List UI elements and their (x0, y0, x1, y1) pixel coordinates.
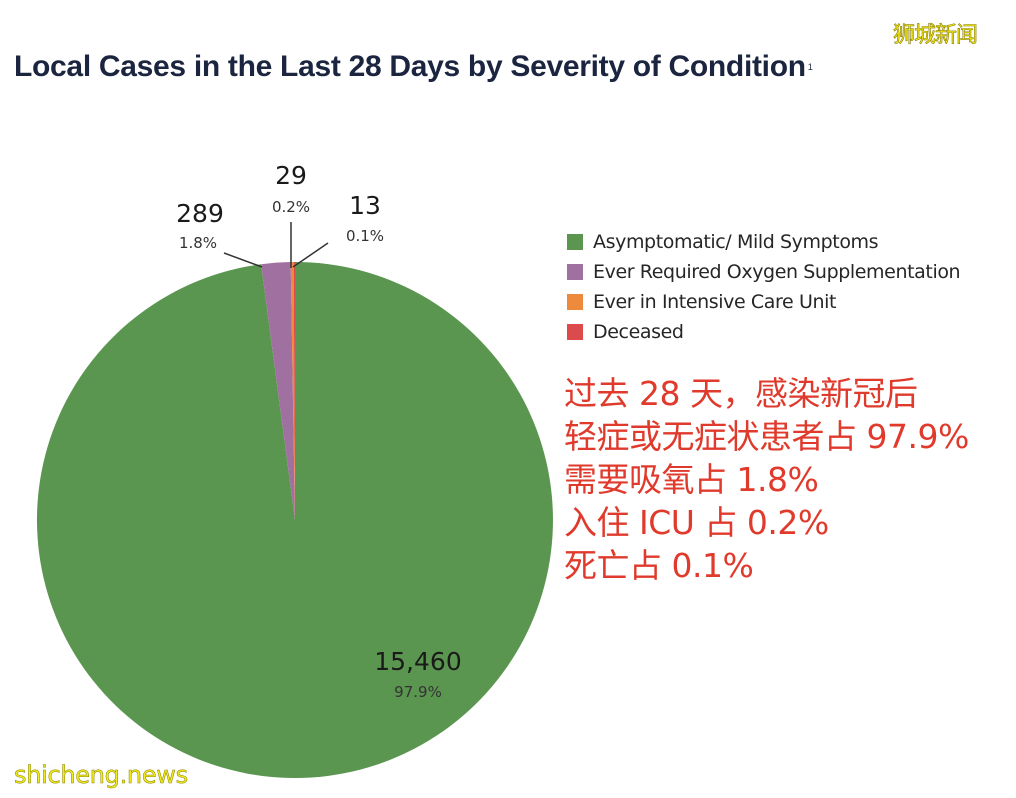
label-oxygen-count: 289 (176, 199, 224, 228)
slice-icu (290, 262, 295, 520)
legend-swatch-green (567, 234, 583, 250)
annotation-line: 入住 ICU 占 0.2% (564, 503, 829, 542)
annotation-line: 过去 28 天，感染新冠后 (564, 374, 918, 413)
label-icu-count: 29 (275, 161, 307, 190)
chart-title: Local Cases in the Last 28 Days by Sever… (14, 50, 813, 84)
chart-legend: Asymptomatic/ Mild Symptoms Ever Require… (567, 227, 961, 347)
annotation-line: 轻症或无症状患者占 97.9% (564, 417, 969, 456)
label-asymptomatic-count: 15,460 (374, 647, 461, 676)
slice-asymptomatic (36, 262, 553, 778)
annotation-line: 死亡占 0.1% (564, 546, 754, 585)
legend-item-asymptomatic: Asymptomatic/ Mild Symptoms (567, 227, 960, 257)
annotation-line: 需要吸氧占 1.8% (564, 460, 819, 499)
chart-title-text: Local Cases in the Last 28 Days by Sever… (14, 50, 806, 83)
leader-line-oxygen (223, 252, 263, 268)
title-footnote: 1 (807, 62, 813, 72)
label-deceased-pct: 0.1% (346, 227, 384, 245)
legend-swatch-red (567, 324, 583, 340)
legend-label: Asymptomatic/ Mild Symptoms (593, 231, 879, 253)
slice-deceased (293, 261, 295, 520)
legend-label: Ever in Intensive Care Unit (593, 291, 837, 313)
watermark-bottom-left: shicheng.news (14, 761, 189, 790)
legend-label: Deceased (593, 321, 684, 343)
label-oxygen-pct: 1.8% (179, 234, 217, 252)
legend-item-deceased: Deceased (567, 317, 960, 347)
label-deceased-count: 13 (349, 191, 381, 220)
watermark-top-right: 狮城新闻 (893, 23, 979, 49)
legend-label: Ever Required Oxygen Supplementation (593, 261, 961, 283)
legend-item-oxygen: Ever Required Oxygen Supplementation (567, 257, 961, 287)
slice-oxygen (261, 262, 295, 520)
label-icu-pct: 0.2% (272, 198, 310, 216)
chinese-annotation: 过去 28 天，感染新冠后 轻症或无症状患者占 97.9% 需要吸氧占 1.8%… (564, 372, 969, 587)
legend-swatch-purple (567, 264, 583, 280)
legend-swatch-orange (567, 294, 583, 310)
legend-item-icu: Ever in Intensive Care Unit (567, 287, 960, 317)
label-asymptomatic-pct: 97.9% (394, 683, 442, 701)
leader-line-deceased (292, 242, 329, 268)
